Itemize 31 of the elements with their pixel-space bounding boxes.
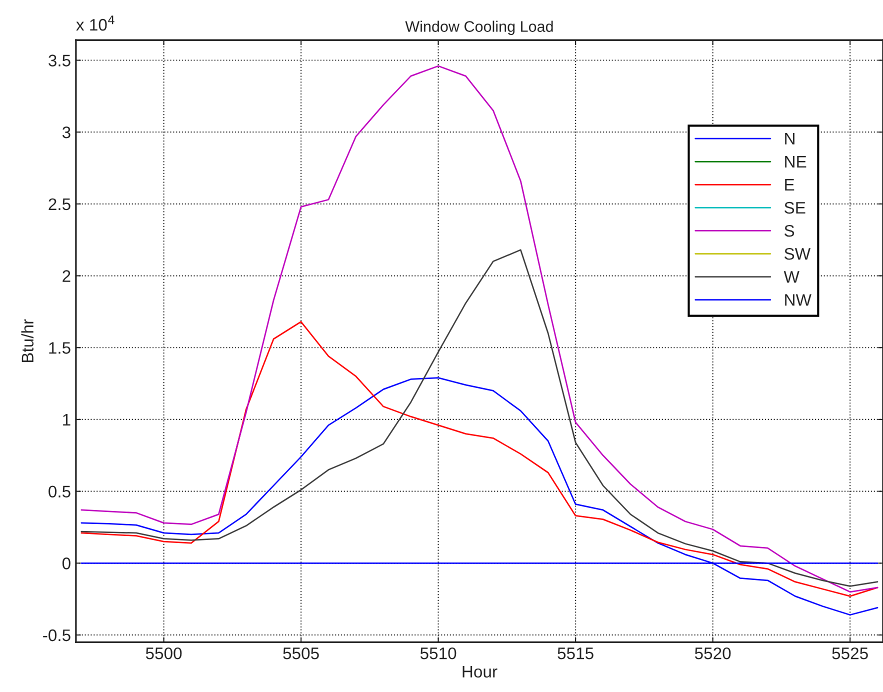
y-axis-title: Btu/hr xyxy=(21,319,34,362)
legend-label: N xyxy=(785,132,794,144)
line-series xyxy=(80,249,878,587)
legend-label: E xyxy=(785,179,794,191)
x-tick-label: 5525 xyxy=(832,647,868,660)
chart-title: Window Cooling Load xyxy=(405,20,553,35)
x-axis-title: Hour xyxy=(462,666,498,678)
x-tick-label: 5520 xyxy=(694,647,731,660)
x-tick-label: 5510 xyxy=(420,647,456,660)
y-tick-label: 1.5 xyxy=(49,342,70,354)
y-tick-label: 3 xyxy=(62,126,70,138)
y-tick-label: 0 xyxy=(62,558,70,570)
text: x 10$^{4}$ xyxy=(76,16,114,31)
line-series xyxy=(80,321,878,597)
legend-label: S xyxy=(784,224,794,237)
y-tick-label: 1 xyxy=(63,414,70,426)
y-tick-label: 0.5 xyxy=(48,486,70,498)
legend-label: NE xyxy=(785,156,806,168)
line-series xyxy=(80,65,878,593)
y-tick-label: -0.5 xyxy=(43,629,70,642)
x-tick-label: 5505 xyxy=(283,647,319,660)
x-tick-label: 5515 xyxy=(558,648,594,660)
legend-label: SW xyxy=(784,248,811,260)
x-tick-label: 5500 xyxy=(146,647,182,660)
legend-label: NW xyxy=(785,294,812,306)
y-tick-label: 3.5 xyxy=(48,54,70,66)
y-tick-label: 2 xyxy=(62,270,70,282)
legend-label: SE xyxy=(784,202,806,214)
line-series xyxy=(80,377,878,616)
legend-label: W xyxy=(784,271,800,283)
y-tick-label: 2.5 xyxy=(48,198,70,210)
